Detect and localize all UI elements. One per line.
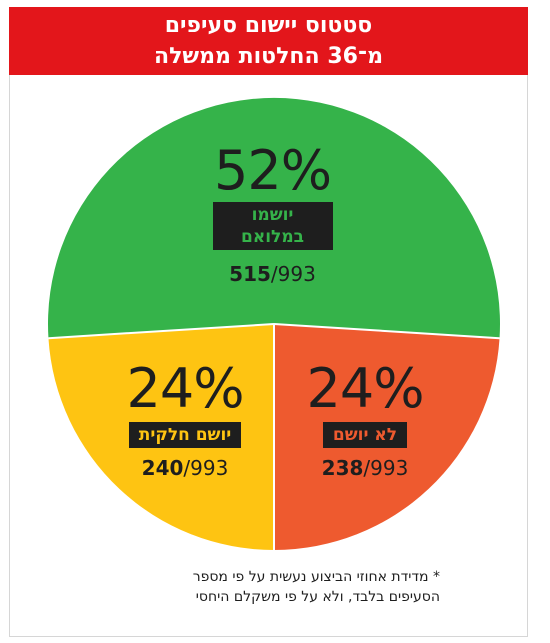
percent-label: 24% <box>306 357 424 420</box>
chart-title: סטטוס יישום סעיפים <box>164 13 373 38</box>
pie-divider <box>273 323 500 340</box>
category-tag: יושמו במלואם <box>212 202 333 250</box>
percent-label: 24% <box>126 357 244 420</box>
category-tag-line: במלואם <box>240 227 304 247</box>
count-separator: / <box>183 456 191 480</box>
footnote: * מדידת אחוזי הביצוע נעשית על פי מספר הס… <box>60 567 440 607</box>
count-total: 993 <box>277 262 316 286</box>
count-label: 240/993 <box>105 456 265 480</box>
count-label: 238/993 <box>285 456 445 480</box>
count-value: 240 <box>141 456 184 480</box>
count-total: 993 <box>370 456 409 480</box>
count-label: 515/993 <box>195 262 350 286</box>
chart-subtitle: מ־36 החלטות ממשלה <box>153 44 383 69</box>
category-tag: לא יושם <box>322 422 408 448</box>
category-tag: יושם חלקית <box>128 422 242 448</box>
count-value: 515 <box>229 262 271 286</box>
count-total: 993 <box>190 456 229 480</box>
slice-label-fully-implemented: 52% יושמו במלואם 515/993 <box>195 142 350 286</box>
count-value: 238 <box>321 456 364 480</box>
percent-label: 52% <box>213 139 332 202</box>
category-tag-line: יושמו <box>251 205 294 225</box>
header-banner: סטטוס יישום סעיפים מ־36 החלטות ממשלה <box>9 7 528 75</box>
footnote-line: הסעיפים בלבד, ולא על פי משקלם היחסי <box>195 589 440 605</box>
footnote-line: * מדידת אחוזי הביצוע נעשית על פי מספר <box>192 569 440 585</box>
count-separator: / <box>270 262 278 286</box>
count-separator: / <box>363 456 371 480</box>
pie-divider <box>48 323 275 340</box>
slice-label-partially-implemented: 24% יושם חלקית 240/993 <box>105 357 265 481</box>
slice-label-not-implemented: 24% לא יושם 238/993 <box>285 357 445 481</box>
